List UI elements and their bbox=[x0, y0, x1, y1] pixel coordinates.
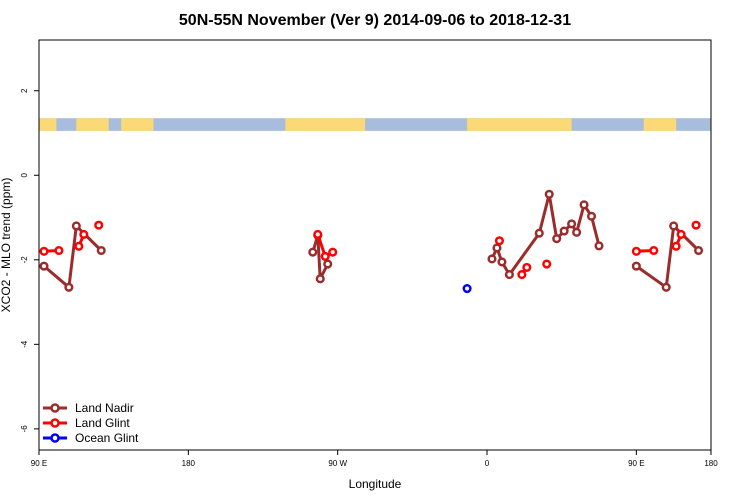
y-tick-label: 2 bbox=[20, 88, 29, 93]
land-nadir-point bbox=[572, 227, 582, 237]
x-tick-label: 90 W bbox=[328, 459, 347, 468]
x-tick-label: 90 E bbox=[628, 459, 644, 468]
land-nadir-point bbox=[492, 243, 502, 253]
x-axis-label: Longitude bbox=[349, 477, 402, 491]
y-axis-label: XCO2 - MLO trend (ppm) bbox=[0, 178, 13, 313]
land-nadir-point bbox=[71, 221, 81, 231]
land-segment bbox=[643, 118, 677, 131]
x-axis: 90 E 180 90 W 0 90 E 180 bbox=[31, 450, 718, 468]
land-segment bbox=[285, 118, 366, 131]
y-tick-label: -4 bbox=[20, 340, 29, 348]
land-nadir-point bbox=[669, 221, 679, 231]
land-nadir-line bbox=[311, 233, 330, 281]
land-nadir-point bbox=[323, 259, 333, 269]
legend-land-nadir-marker bbox=[50, 403, 60, 413]
land-nadir-line bbox=[43, 224, 103, 289]
land-segment bbox=[467, 118, 572, 131]
land-glint-point bbox=[328, 247, 338, 257]
land-nadir-line bbox=[635, 224, 700, 289]
land-nadir-point bbox=[544, 189, 554, 199]
land-nadir-point bbox=[661, 282, 671, 292]
land-mask-band bbox=[39, 118, 711, 131]
land-nadir-point bbox=[559, 226, 569, 236]
land-glint-point bbox=[74, 241, 84, 251]
land-nadir-point bbox=[497, 257, 507, 267]
land-glint-point bbox=[320, 251, 330, 261]
land-nadir-point bbox=[504, 270, 514, 280]
land-nadir-point bbox=[96, 245, 106, 256]
land-nadir-point bbox=[594, 241, 604, 251]
land-glint-point bbox=[517, 270, 527, 280]
land-glint-point bbox=[94, 220, 104, 230]
chart-title: 50N-55N November (Ver 9) 2014-09-06 to 2… bbox=[179, 12, 571, 29]
plot-frame bbox=[38, 39, 712, 451]
land-nadir-point bbox=[308, 247, 318, 257]
y-axis: -6 -4 -2 0 2 bbox=[20, 88, 39, 432]
land-segment bbox=[121, 118, 154, 131]
y-tick-label: -6 bbox=[20, 425, 29, 433]
land-nadir-point bbox=[534, 228, 544, 238]
land-glint-point bbox=[39, 246, 49, 256]
land-nadir-point bbox=[487, 254, 497, 264]
land-nadir-point bbox=[39, 261, 49, 271]
land-glint-point bbox=[671, 241, 681, 251]
land-nadir-point bbox=[315, 274, 325, 284]
y-tick-label: 0 bbox=[20, 172, 29, 177]
land-nadir-point bbox=[567, 219, 577, 229]
y-tick-label: -2 bbox=[20, 256, 29, 264]
land-glint-point bbox=[676, 229, 686, 239]
land-nadir-point bbox=[579, 200, 589, 210]
land-nadir-point bbox=[586, 211, 597, 221]
land-glint-point bbox=[494, 236, 504, 246]
land-glint-point bbox=[313, 229, 323, 239]
legend-land-glint-label: Land Glint bbox=[75, 416, 130, 430]
land-glint-point bbox=[691, 220, 701, 230]
land-nadir-point bbox=[694, 245, 704, 256]
x-tick-label: 180 bbox=[182, 459, 196, 468]
land-glint-point bbox=[631, 246, 641, 256]
x-tick-label: 90 E bbox=[31, 459, 47, 468]
land-segment bbox=[76, 118, 109, 131]
land-glint-point bbox=[54, 245, 64, 256]
land-nadir-point bbox=[64, 282, 74, 292]
series-layer bbox=[39, 189, 704, 294]
land-glint-point bbox=[542, 259, 552, 269]
legend-land-glint-marker bbox=[50, 418, 60, 428]
land-glint-point bbox=[649, 245, 659, 256]
land-glint-point bbox=[79, 229, 89, 239]
legend-ocean-glint-label: Ocean Glint bbox=[75, 431, 139, 445]
x-tick-label: 0 bbox=[485, 459, 490, 468]
legend-land-nadir-label: Land Nadir bbox=[75, 401, 134, 415]
legend-ocean-glint-marker bbox=[50, 433, 60, 443]
land-nadir-point bbox=[552, 234, 562, 244]
land-glint-point bbox=[522, 262, 532, 272]
land-nadir-point bbox=[631, 261, 641, 271]
x-tick-label: 180 bbox=[704, 459, 718, 468]
land-segment bbox=[39, 118, 57, 131]
ocean-glint-point bbox=[462, 283, 472, 294]
